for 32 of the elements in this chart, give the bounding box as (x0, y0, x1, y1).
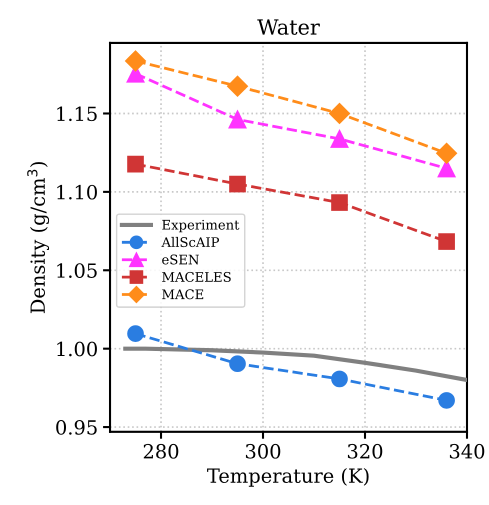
legend-label: MACELES (162, 272, 231, 282)
point (227, 76, 248, 97)
legend-label: eSEN (162, 254, 199, 265)
point (331, 194, 348, 211)
point (328, 102, 350, 124)
point (229, 176, 246, 192)
point (229, 355, 246, 372)
point (228, 110, 247, 128)
legend-label: Experiment (162, 220, 240, 232)
point (125, 50, 146, 72)
y-tick-label: 0.95 (56, 420, 97, 435)
x-tick-label: 300 (246, 444, 280, 459)
point (127, 325, 144, 342)
point (438, 233, 455, 250)
legend-label: MACE (162, 289, 204, 300)
point (127, 156, 144, 172)
point (436, 142, 458, 164)
x-axis-title: Temperature (K) (207, 468, 369, 487)
y-tick-label: 1.05 (57, 263, 97, 278)
y-tick-label: 1.10 (57, 184, 97, 200)
x-tick-label: 340 (450, 444, 484, 459)
point (438, 392, 455, 409)
y-tick-label: 1.15 (57, 106, 97, 122)
x-tick-label: 280 (144, 444, 178, 459)
line-series (123, 346, 467, 382)
legend-label: AllScAIP (161, 236, 220, 248)
y-axis-title: Density (g/cm$^{3}$) (27, 162, 50, 314)
x-tick-label: 320 (348, 444, 382, 459)
chart-title: Water (257, 19, 320, 35)
point (331, 370, 348, 388)
point (330, 130, 349, 148)
y-tick-label: 1.00 (57, 342, 97, 356)
